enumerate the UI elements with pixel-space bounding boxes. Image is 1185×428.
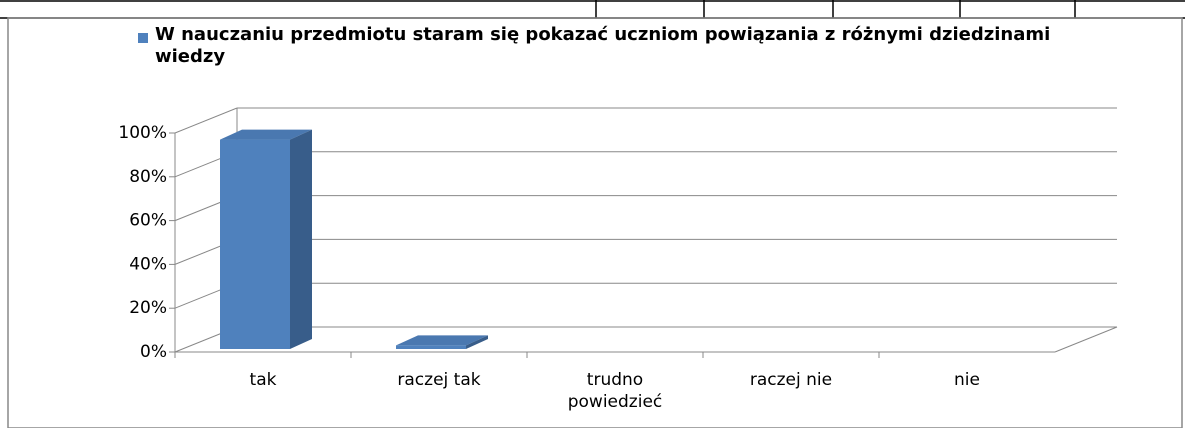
- x-tick-label-line: trudno: [587, 370, 643, 390]
- x-tick-label: raczej nie: [750, 370, 832, 390]
- bar-side: [290, 129, 312, 349]
- y-tick-label: 0%: [140, 342, 167, 362]
- x-tick-label: nie: [954, 370, 980, 390]
- y-tick-label: 40%: [129, 254, 167, 274]
- x-tick-label: raczej tak: [397, 370, 480, 390]
- y-tick-label: 80%: [129, 167, 167, 187]
- table-fragment: [0, 0, 1185, 19]
- y-tick-label: 20%: [129, 298, 167, 318]
- chart-frame: [7, 17, 1183, 428]
- legend: W nauczaniu przedmiotu staram się pokaza…: [155, 24, 1051, 67]
- bar-top: [396, 335, 488, 346]
- floor-right: [1054, 326, 1118, 353]
- x-tick-label: trudno powiedzieć: [568, 370, 663, 412]
- x-tick-label-line: powiedzieć: [568, 392, 663, 412]
- y-tick-label: 60%: [129, 211, 167, 231]
- bar: [396, 345, 466, 349]
- grid-line-side: [174, 107, 238, 134]
- bar: [220, 139, 290, 349]
- x-tick-label: tak: [250, 370, 277, 390]
- y-tick-label: 100%: [118, 123, 167, 143]
- legend-label: W nauczaniu przedmiotu staram się pokaza…: [155, 24, 1051, 67]
- bar-top: [220, 129, 312, 140]
- legend-swatch: [138, 33, 148, 43]
- bar-side: [466, 335, 488, 349]
